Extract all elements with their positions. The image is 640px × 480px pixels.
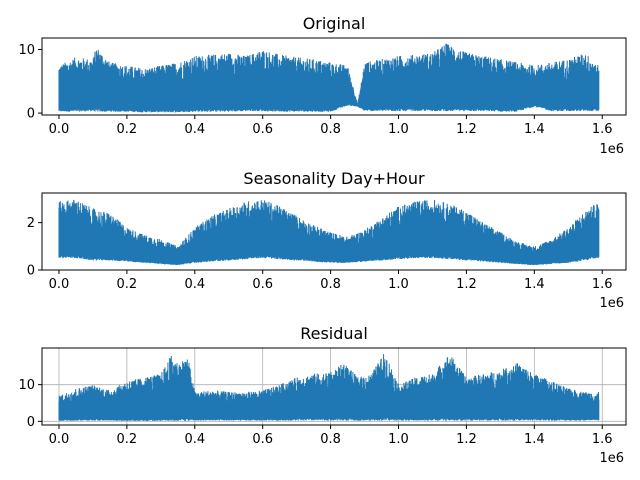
x-tick-label: 0.2 <box>117 432 138 447</box>
x-tick-label: 0.4 <box>184 122 205 137</box>
x-tick-label: 1.4 <box>524 122 545 137</box>
y-tick-label: 0 <box>27 107 35 122</box>
x-tick-label: 1.6 <box>592 122 613 137</box>
subplot-title: Residual <box>300 324 368 343</box>
subplot-residual: Residual 0.0 0.2 0.4 0.6 0.8 1.0 1.2 1.4 1.6010 … <box>18 324 627 466</box>
x-tick-label: 0.6 <box>252 432 273 447</box>
subplot-seasonality: Seasonality Day+Hour 0.0 0.2 0.4 0.6 0.8 1.0 1… <box>27 169 627 311</box>
x-tick-label: 1.2 <box>456 432 477 447</box>
x-tick-label: 0.6 <box>252 122 273 137</box>
x-offset-label: 1e6 <box>599 296 624 311</box>
x-tick-label: 0.2 <box>117 277 138 292</box>
x-tick-label: 1.4 <box>524 277 545 292</box>
x-tick-label: 0.0 <box>49 432 70 447</box>
x-tick-label: 0.8 <box>320 432 341 447</box>
y-tick-label: 10 <box>18 43 35 58</box>
y-tick-label: 2 <box>27 216 35 231</box>
x-tick-label: 1.2 <box>456 122 477 137</box>
x-tick-label: 1.0 <box>388 122 409 137</box>
y-tick-label: 0 <box>27 415 35 430</box>
x-offset-label: 1e6 <box>599 451 624 466</box>
x-tick-label: 0.8 <box>320 277 341 292</box>
x-tick-label: 0.4 <box>184 432 205 447</box>
series-line <box>58 354 600 421</box>
subplot-title: Original <box>303 14 366 33</box>
x-offset-label: 1e6 <box>599 142 624 157</box>
x-tick-label: 0.2 <box>117 122 138 137</box>
x-tick-label: 0.6 <box>252 277 273 292</box>
axes-frame <box>41 37 627 116</box>
x-tick-label: 1.2 <box>456 277 477 292</box>
plot-area: 0.0 0.2 0.4 0.6 0.8 1.0 1.2 1.4 1.6 0 2 <box>27 192 627 292</box>
series-line <box>58 43 600 113</box>
x-tick-label: 0.4 <box>184 277 205 292</box>
subplot-title: Seasonality Day+Hour <box>243 169 425 188</box>
axes-frame <box>41 192 627 271</box>
y-tick-label: 0 <box>27 264 35 279</box>
x-tick-label: 0.0 <box>49 122 70 137</box>
plot-area: 0.0 0.2 0.4 0.6 0.8 1.0 1.2 1.4 1.6 0 10 <box>18 37 627 137</box>
x-tick-label: 1.6 <box>592 277 613 292</box>
plot-area: 0.0 0.2 0.4 0.6 0.8 1.0 1.2 1.4 1.6 0 10 <box>18 347 627 447</box>
subplot-original: Original 0.0 0.2 0.4 0.6 0.8 1.0 1.2 1.4 1.6010 … <box>18 14 627 157</box>
axes-frame <box>41 347 627 426</box>
x-tick-label: 0.8 <box>320 122 341 137</box>
y-tick-label: 10 <box>18 378 35 393</box>
x-tick-label: 1.0 <box>388 277 409 292</box>
x-tick-label: 1.6 <box>592 432 613 447</box>
x-tick-label: 0.0 <box>49 277 70 292</box>
x-tick-label: 1.0 <box>388 432 409 447</box>
x-tick-label: 1.4 <box>524 432 545 447</box>
series-line <box>58 199 600 266</box>
